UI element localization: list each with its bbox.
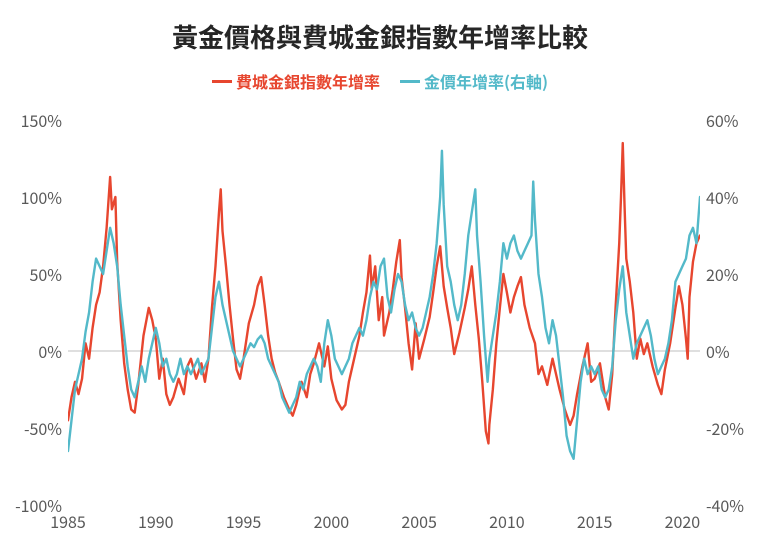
x-tick: 2010 [489, 505, 525, 533]
y-left-tick: -50% [12, 416, 68, 440]
y-right-tick: 0% [700, 339, 756, 363]
y-left-tick: 100% [12, 185, 68, 209]
legend-item-1: 金價年增率(右軸) [400, 69, 548, 93]
x-tick: 1990 [138, 505, 174, 533]
y-left-tick: 50% [12, 262, 68, 286]
legend-item-0: 費城金銀指數年增率 [212, 69, 380, 93]
y-right-tick: -40% [700, 493, 756, 517]
y-right-tick: 40% [700, 185, 756, 209]
x-tick: 2005 [401, 505, 437, 533]
x-tick: 2020 [665, 505, 701, 533]
plot-area: -100%-50%0%50%100%150%-40%-20%0%20%40%60… [68, 120, 700, 505]
x-tick: 2015 [577, 505, 613, 533]
legend-swatch-0 [212, 80, 232, 83]
x-tick: 1985 [50, 505, 86, 533]
legend-label-1: 金價年增率(右軸) [424, 69, 548, 93]
legend: 費城金銀指數年增率 金價年增率(右軸) [0, 69, 760, 93]
legend-swatch-1 [400, 80, 420, 83]
y-left-tick: 150% [12, 108, 68, 132]
legend-label-0: 費城金銀指數年增率 [236, 69, 380, 93]
chart-container: 黃金價格與費城金銀指數年增率比較 費城金銀指數年增率 金價年增率(右軸) -10… [0, 0, 760, 532]
x-tick: 1995 [226, 505, 262, 533]
series-gold_price_yoy [68, 151, 700, 459]
y-right-tick: 60% [700, 108, 756, 132]
x-tick: 2000 [314, 505, 350, 533]
y-right-tick: -20% [700, 416, 756, 440]
plot-svg [68, 120, 700, 505]
chart-title: 黃金價格與費城金銀指數年增率比較 [0, 0, 760, 55]
y-left-tick: 0% [12, 339, 68, 363]
y-right-tick: 20% [700, 262, 756, 286]
